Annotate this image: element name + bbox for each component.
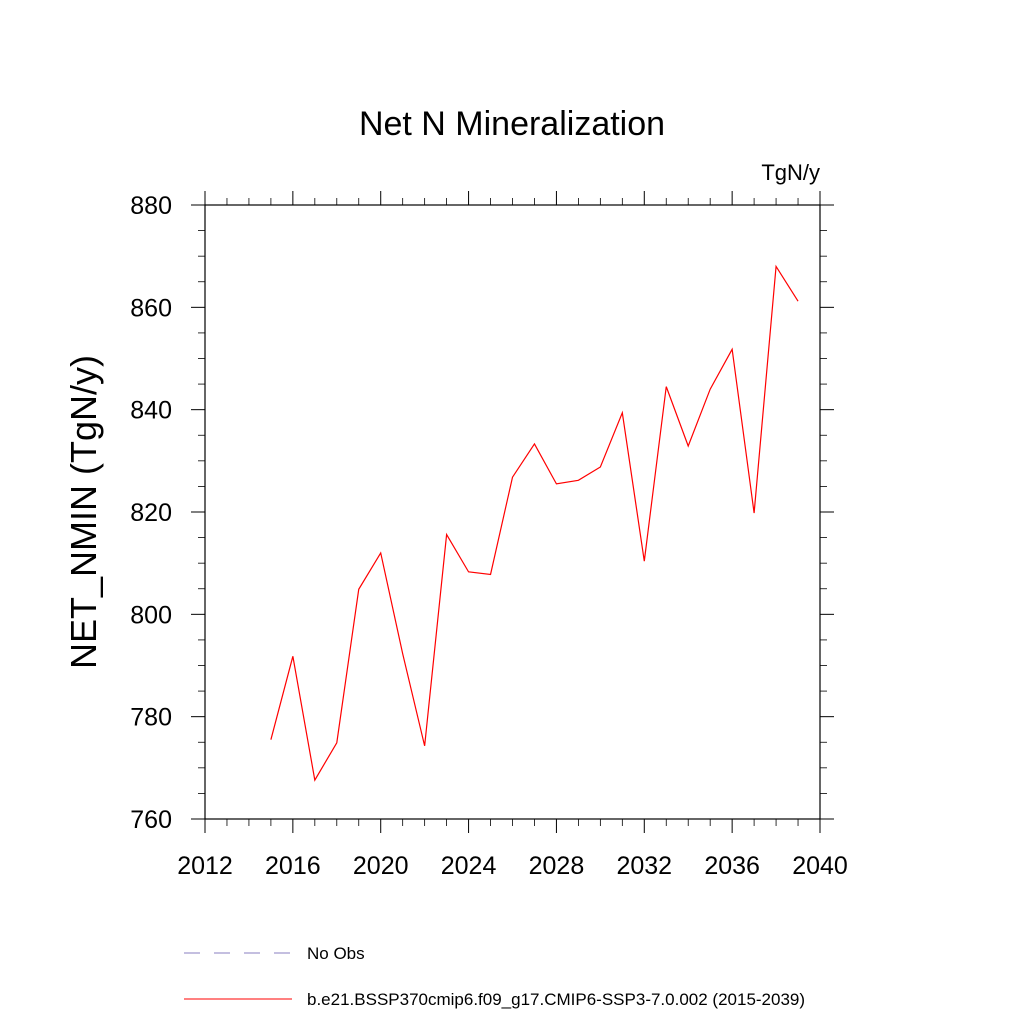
x-tick-label: 2020 (353, 852, 409, 880)
y-axis-label: NET_NMIN (TgN/y) (63, 355, 104, 669)
plot-frame (204, 204, 821, 820)
x-tick-label: 2028 (529, 852, 585, 880)
y-tick-label: 800 (130, 601, 172, 629)
x-tick-label: 2040 (792, 852, 848, 880)
x-tick-label: 2024 (441, 852, 497, 880)
chart-title: Net N Mineralization (359, 105, 665, 143)
legend: No Obs b.e21.BSSP370cmip6.f09_g17.CMIP6-S… (184, 944, 805, 1009)
x-tick-label: 2036 (704, 852, 760, 880)
y-tick-label: 760 (130, 806, 172, 834)
x-tick-label: 2012 (177, 852, 233, 880)
legend-label-1: b.e21.BSSP370cmip6.f09_g17.CMIP6-SSP3-7.… (307, 990, 805, 1009)
y-tick-label: 880 (130, 192, 172, 220)
legend-label-0: No Obs (307, 944, 365, 963)
y-tick-label: 840 (130, 397, 172, 425)
series-line-1 (270, 264, 799, 782)
x-tick-label: 2032 (616, 852, 672, 880)
units-label: TgN/y (761, 160, 820, 185)
y-tick-label: 780 (130, 704, 172, 732)
plot-axes: 2012 2016 2020 2024 2028 2032 2036 2040 760 780 80… (130, 191, 848, 880)
y-tick-label: 860 (130, 294, 172, 322)
x-tick-label: 2016 (265, 852, 321, 880)
y-tick-label: 820 (130, 499, 172, 527)
series-layer (270, 264, 799, 782)
